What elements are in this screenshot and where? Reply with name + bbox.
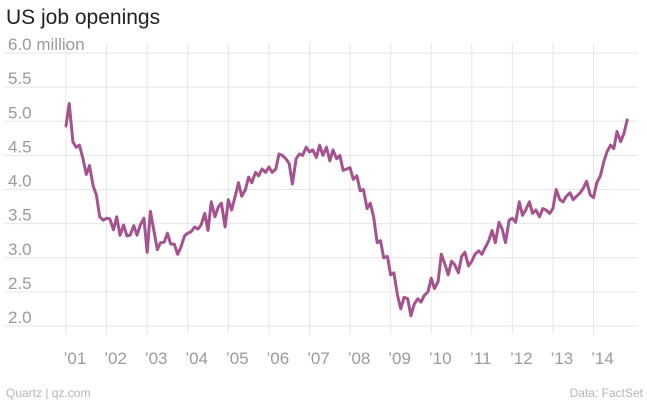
series-group [64, 102, 629, 318]
x-tick-label: ’03 [145, 349, 168, 368]
y-tick-label: 5.5 [8, 69, 32, 88]
y-tick-label: 2.0 [8, 308, 32, 327]
x-tick-label: ’09 [388, 349, 411, 368]
y-tick-label: 6.0 million [8, 35, 85, 54]
source-credit: Quartz | qz.com [6, 386, 91, 400]
series-line [64, 102, 629, 318]
x-tick-label: ’12 [510, 349, 533, 368]
x-tick-label: ’11 [470, 349, 491, 368]
x-tick-label: ’14 [591, 349, 614, 368]
y-tick-label: 4.0 [8, 172, 32, 191]
x-tick-label: ’06 [267, 349, 290, 368]
x-tick-label: ’08 [348, 349, 371, 368]
x-tick-label: ’10 [429, 349, 452, 368]
x-tick-label: ’04 [185, 349, 208, 368]
chart-title: US job openings [6, 6, 161, 29]
x-tick-label: ’01 [64, 349, 87, 368]
x-tick-label: ’07 [307, 349, 330, 368]
y-tick-label: 3.5 [8, 206, 32, 225]
chart-grid [4, 43, 638, 334]
y-axis-ticks: 6.0 million 5.5 5.0 4.5 4.0 3.5 3.0 2.5 2.0 [8, 35, 85, 327]
data-credit: Data: FactSet [569, 386, 643, 400]
y-tick-label: 3.0 [8, 240, 32, 259]
y-tick-label: 4.5 [8, 137, 32, 156]
y-tick-label: 5.0 [8, 103, 32, 122]
y-tick-label: 2.5 [8, 274, 32, 293]
x-tick-label: ’05 [226, 349, 249, 368]
x-tick-label: ’13 [551, 349, 574, 368]
x-tick-label: ’02 [104, 349, 127, 368]
x-axis-ticks: ’01 ’02 ’03 ’04 ’05 ’06 ’07 ’08 ’09 ’10 ’11 ’12 ’13 ’… [64, 349, 614, 368]
